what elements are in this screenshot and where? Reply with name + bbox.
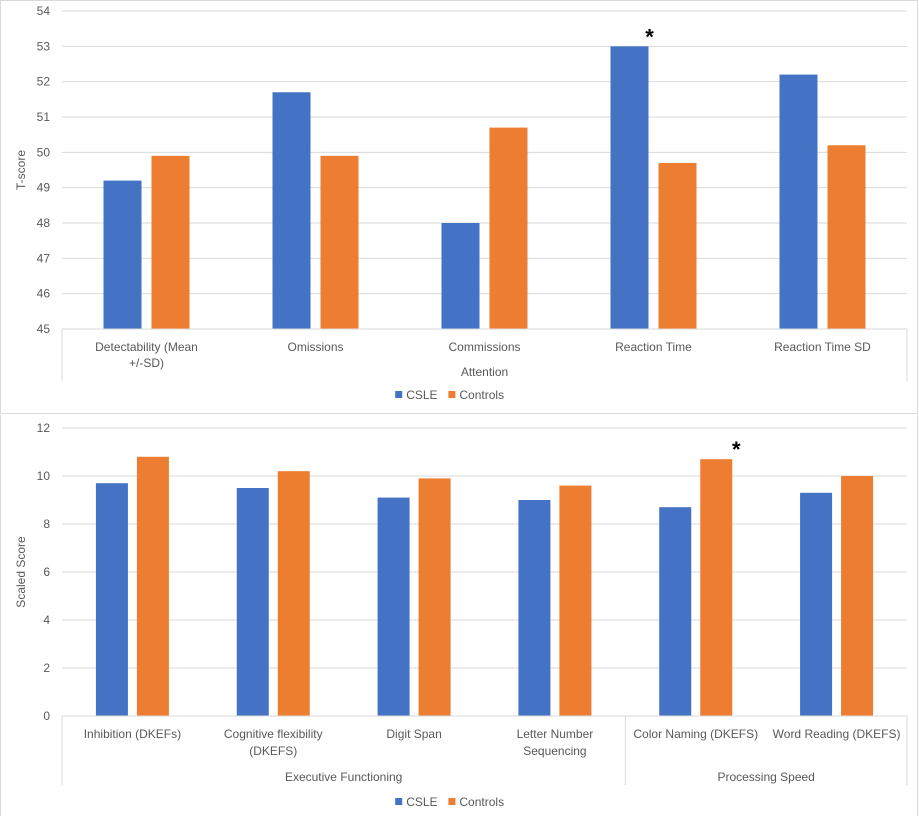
legend-label-controls: Controls: [459, 388, 504, 402]
legend-swatch-csle: [395, 391, 403, 398]
category-label-line: Sequencing: [523, 744, 586, 758]
category-label-line: Omissions: [287, 340, 343, 354]
bar-controls-5: [700, 459, 733, 716]
y-tick-label: 4: [43, 613, 50, 627]
bar-controls-1: [151, 155, 190, 329]
y-tick-label: 51: [37, 110, 51, 124]
bar-controls-5: [827, 145, 866, 329]
category-label-line: Reaction Time SD: [774, 340, 871, 354]
legend-label-csle: CSLE: [406, 388, 437, 402]
category-label: Omissions: [287, 340, 343, 354]
y-tick-label: 49: [37, 181, 51, 195]
y-tick-label: 52: [37, 75, 51, 89]
y-tick-label: 54: [37, 4, 51, 18]
category-label-line: Inhibition (DKEFs): [84, 727, 181, 741]
executive-processing-chart-panel: 0 2 4 6 8 10 12 Scaled Score Inhibition (DKEFs) C…: [0, 415, 918, 816]
category-label-line: (DKEFS): [249, 744, 297, 758]
legend-swatch-controls: [448, 798, 456, 805]
bar-controls-2: [277, 471, 310, 716]
bar-csle-5: [659, 507, 692, 716]
y-tick-label: 50: [37, 145, 51, 159]
y-tick-label: 6: [43, 565, 50, 579]
legend-label-controls: Controls: [459, 795, 504, 809]
significance-marker: *: [645, 24, 654, 49]
category-label-line: Cognitive flexibility: [224, 727, 323, 741]
executive-processing-chart: 0 2 4 6 8 10 12 Scaled Score Inhibition (DKEFs) C…: [14, 421, 908, 809]
y-tick-label: 12: [37, 421, 51, 435]
legend-swatch-controls: [448, 391, 456, 398]
category-label: Reaction Time SD: [774, 340, 871, 354]
category-label-line: Reaction Time: [615, 340, 692, 354]
category-label-line: Word Reading (DKEFS): [773, 727, 901, 741]
bar-controls-6: [841, 476, 874, 716]
category-label: Reaction Time: [615, 340, 692, 354]
bar-csle-4: [518, 500, 551, 716]
attention-chart-panel: 45 46 47 48 49 50 51 52 53 54 T-score Detectability…: [0, 0, 918, 414]
bar-csle-6: [800, 492, 833, 716]
y-tick-label: 8: [43, 517, 50, 531]
bar-csle-1: [95, 483, 128, 716]
group-label: Processing Speed: [717, 770, 814, 784]
bar-controls-4: [658, 162, 697, 329]
category-label: Cognitive flexibility (DKEFS): [224, 727, 323, 758]
y-axis-title: Scaled Score: [14, 536, 28, 608]
y-tick-label: 47: [37, 251, 51, 265]
group-label: Executive Functioning: [285, 770, 402, 784]
bar-controls-3: [418, 478, 451, 716]
attention-chart: 45 46 47 48 49 50 51 52 53 54 T-score Detectability…: [14, 4, 908, 402]
bar-controls-2: [320, 155, 359, 329]
category-label-line: Detectability (Mean: [95, 340, 198, 354]
bar-csle-3: [377, 497, 410, 716]
category-label-line: +/-SD): [129, 356, 164, 370]
category-label: Inhibition (DKEFs): [84, 727, 181, 741]
y-tick-label: 46: [37, 287, 51, 301]
category-label: Digit Span: [386, 727, 441, 741]
category-label: Word Reading (DKEFS): [773, 727, 901, 741]
y-tick-label: 53: [37, 39, 51, 53]
bar-csle-1: [103, 180, 142, 329]
bar-controls-1: [136, 456, 169, 716]
y-tick-label: 10: [37, 469, 51, 483]
bar-csle-2: [272, 92, 311, 330]
category-label-line: Color Naming (DKEFS): [633, 727, 758, 741]
significance-marker: *: [732, 437, 741, 462]
bar-csle-5: [779, 74, 818, 329]
y-tick-label: 0: [43, 709, 50, 723]
group-label: Attention: [461, 365, 508, 379]
category-label-line: Digit Span: [386, 727, 441, 741]
y-tick-label: 45: [37, 322, 51, 336]
legend-label-csle: CSLE: [406, 795, 437, 809]
category-label: Color Naming (DKEFS): [633, 727, 758, 741]
category-label-line: Commissions: [448, 340, 520, 354]
bar-csle-4: [610, 46, 649, 329]
legend-swatch-csle: [395, 798, 403, 805]
category-label: Commissions: [448, 340, 520, 354]
y-axis-title: T-score: [14, 150, 28, 190]
category-label: Letter Number Sequencing: [517, 727, 594, 758]
y-tick-label: 2: [43, 661, 50, 675]
bar-csle-3: [441, 223, 480, 329]
bar-controls-4: [559, 485, 592, 716]
bar-csle-2: [236, 488, 269, 716]
y-tick-label: 48: [37, 216, 51, 230]
category-label: Detectability (Mean +/-SD): [95, 340, 198, 370]
bar-controls-3: [489, 127, 528, 329]
category-label-line: Letter Number: [517, 727, 594, 741]
